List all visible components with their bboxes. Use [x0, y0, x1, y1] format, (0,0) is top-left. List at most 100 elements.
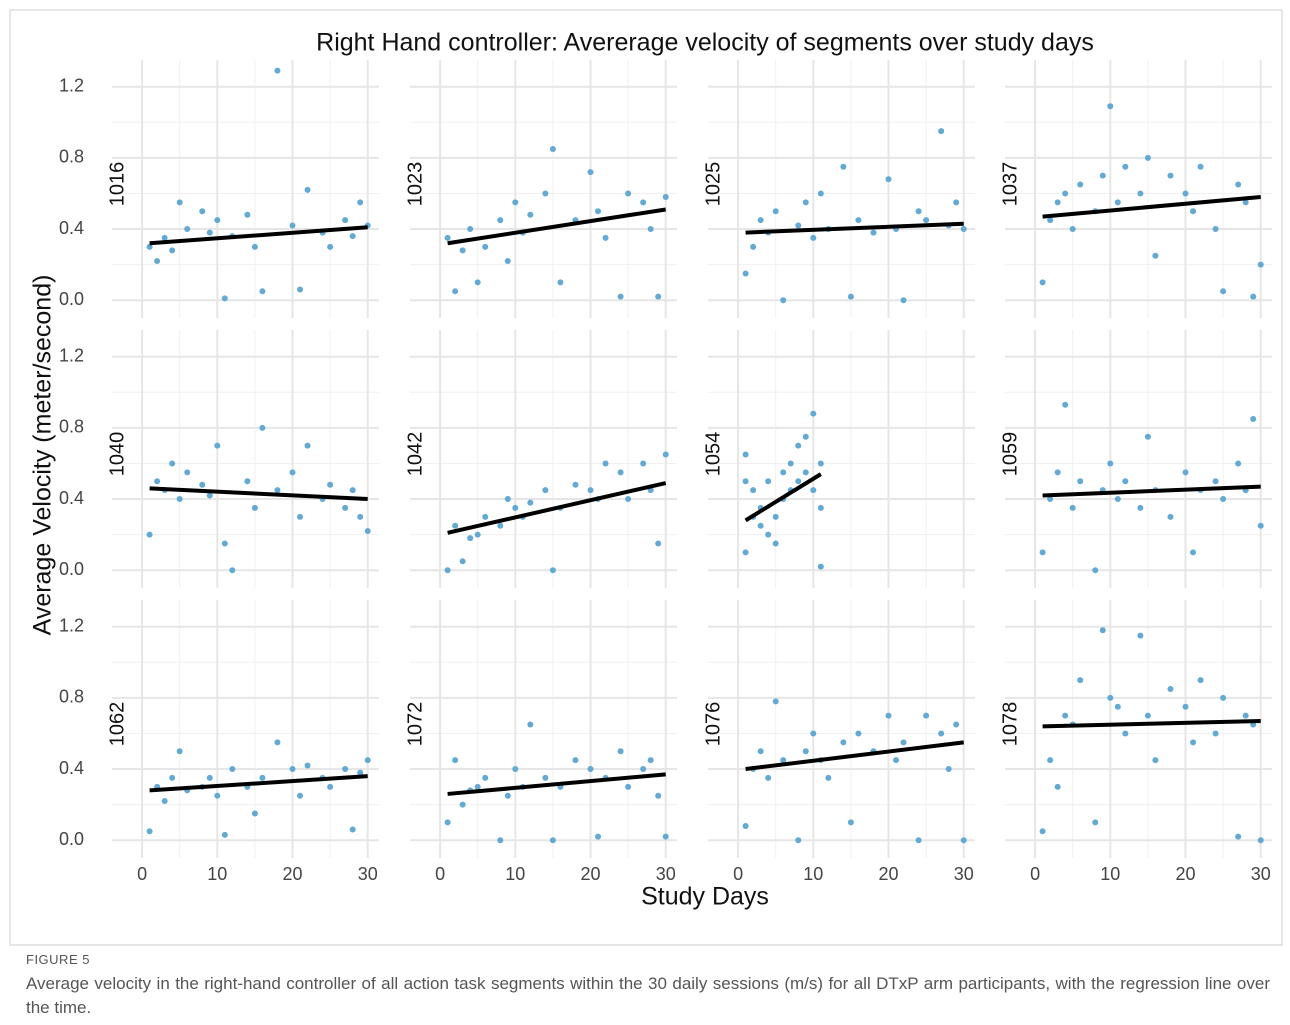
data-point	[349, 826, 356, 833]
data-point	[923, 217, 930, 224]
data-point	[542, 487, 549, 494]
data-point	[1062, 190, 1069, 197]
data-point	[1167, 172, 1174, 179]
data-point	[512, 766, 519, 773]
data-point	[154, 478, 161, 485]
data-point	[817, 460, 824, 467]
panel: 0.0 0.4 0.8 1.2 1016	[59, 60, 379, 318]
data-point	[542, 774, 549, 781]
data-point	[1257, 522, 1264, 529]
data-point	[802, 433, 809, 440]
data-point	[617, 469, 624, 476]
data-point	[474, 783, 481, 790]
y-tick-label: 0.8	[59, 417, 84, 437]
data-point	[214, 792, 221, 799]
data-point	[161, 798, 168, 805]
data-point	[1122, 163, 1129, 170]
data-point	[474, 531, 481, 538]
panel: 1025	[702, 60, 975, 318]
data-point	[221, 831, 228, 838]
data-point	[953, 721, 960, 728]
x-tick-label: 0	[1030, 864, 1040, 884]
data-point	[900, 297, 907, 304]
data-point	[297, 792, 304, 799]
data-point	[1054, 783, 1061, 790]
data-point	[1144, 433, 1151, 440]
data-point	[1250, 415, 1257, 422]
data-point	[259, 424, 266, 431]
data-point	[504, 792, 511, 799]
panel: 0.0 0.4 0.8 1.2 1040	[59, 330, 379, 588]
panel-label: 1023	[404, 162, 426, 207]
data-point	[772, 513, 779, 520]
frame	[9, 9, 1283, 946]
data-point	[229, 766, 236, 773]
data-point	[357, 199, 364, 206]
panel: 0 10 20 30 1072	[404, 600, 677, 884]
data-point	[444, 819, 451, 826]
data-point	[527, 211, 534, 218]
data-point	[221, 540, 228, 547]
data-point	[772, 698, 779, 705]
data-point	[655, 293, 662, 300]
data-point	[459, 558, 466, 565]
y-tick-label: 1.2	[59, 615, 84, 635]
data-point	[1047, 496, 1054, 503]
regression-line	[149, 486, 368, 502]
data-point	[1220, 694, 1227, 701]
data-point	[1257, 837, 1264, 844]
data-point	[557, 279, 564, 286]
data-point	[765, 774, 772, 781]
y-tick-label: 0.4	[59, 218, 84, 238]
y-tick-label: 0.8	[59, 687, 84, 707]
regression-line	[1042, 484, 1261, 498]
panel-label: 1025	[702, 162, 724, 207]
data-point	[840, 163, 847, 170]
x-tick-label: 20	[1175, 864, 1195, 884]
data-point	[342, 766, 349, 773]
data-point	[1212, 478, 1219, 485]
regression-line	[745, 740, 964, 772]
data-point	[1190, 208, 1197, 215]
data-point	[1137, 632, 1144, 639]
data-point	[1197, 677, 1204, 684]
data-point	[1144, 712, 1151, 719]
data-point	[765, 478, 772, 485]
data-point	[923, 712, 930, 719]
data-point	[938, 128, 945, 135]
data-point	[1220, 496, 1227, 503]
data-point	[662, 833, 669, 840]
caption-label: FIGURE 5	[26, 952, 90, 967]
data-point	[251, 504, 258, 511]
data-point	[742, 270, 749, 277]
data-point	[900, 739, 907, 746]
data-point	[1167, 685, 1174, 692]
data-point	[482, 513, 489, 520]
chart-title: Right Hand controller: Avererage velocit…	[316, 29, 1094, 57]
data-point	[1242, 712, 1249, 719]
data-point	[289, 222, 296, 229]
data-point	[1069, 504, 1076, 511]
data-point	[1047, 217, 1054, 224]
data-point	[602, 460, 609, 467]
y-tick-label: 0.8	[59, 147, 84, 167]
data-point	[757, 748, 764, 755]
data-point	[206, 492, 213, 499]
y-tick-label: 0.4	[59, 758, 84, 778]
data-point	[504, 496, 511, 503]
panel-label: 1037	[999, 162, 1021, 207]
data-point	[1107, 103, 1114, 110]
data-point	[640, 460, 647, 467]
data-point	[1099, 172, 1106, 179]
data-point	[289, 469, 296, 476]
regression-line	[447, 772, 666, 796]
regression-line	[1042, 718, 1261, 729]
data-point	[1054, 199, 1061, 206]
x-tick-label: 10	[1100, 864, 1120, 884]
caption-text: Average velocity in the right-hand contr…	[26, 974, 1270, 1017]
data-point	[595, 208, 602, 215]
data-point	[655, 540, 662, 547]
data-point	[938, 730, 945, 737]
data-point	[810, 487, 817, 494]
